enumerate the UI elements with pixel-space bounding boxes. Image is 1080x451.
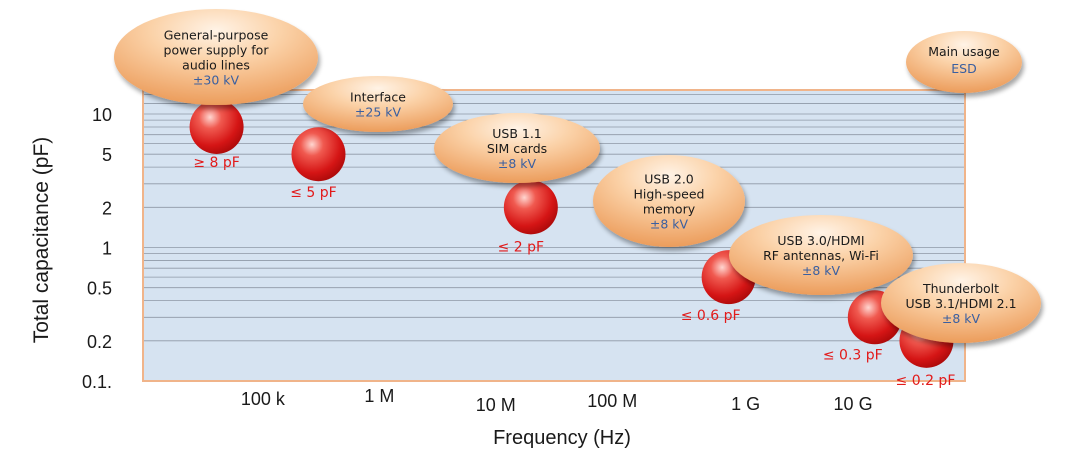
y-tick-label: 1 bbox=[102, 239, 112, 259]
usage-label: power supply for bbox=[164, 43, 270, 58]
usage-label: USB 3.0/HDMI bbox=[777, 233, 864, 248]
y-tick-label: 10 bbox=[92, 105, 112, 125]
y-tick-label: 5 bbox=[102, 145, 112, 165]
usage-callout bbox=[729, 215, 913, 295]
data-point-bubble bbox=[503, 180, 558, 235]
esd-rating: ±25 kV bbox=[355, 105, 402, 120]
y-tick-labels: 10 5 2 1 0.5 0.2 0.1. bbox=[82, 105, 112, 392]
esd-rating: ±30 kV bbox=[193, 73, 240, 88]
y-tick-label: 2 bbox=[102, 198, 112, 218]
capacitance-label: ≤ 0.3 pF bbox=[823, 347, 883, 363]
data-point-bubble bbox=[189, 99, 244, 154]
usage-label: memory bbox=[643, 202, 696, 217]
capacitance-label: ≤ 0.6 pF bbox=[681, 308, 741, 324]
usage-label: RF antennas, Wi-Fi bbox=[763, 248, 879, 263]
usage-label: USB 3.1/HDMI 2.1 bbox=[905, 296, 1016, 311]
capacitance-label: ≤ 5 pF bbox=[290, 185, 336, 201]
capacitance-label: ≥ 8 pF bbox=[193, 155, 239, 171]
usage-callout bbox=[114, 9, 318, 105]
esd-rating: ±8 kV bbox=[650, 217, 689, 232]
usage-label: audio lines bbox=[182, 58, 250, 73]
usage-label: SIM cards bbox=[487, 141, 547, 156]
y-tick-label: 0.1. bbox=[82, 372, 112, 392]
x-tick-labels: 100 k 1 M 10 M 100 M 1 G 10 G bbox=[241, 386, 873, 415]
legend-callout bbox=[906, 31, 1022, 93]
esd-rating: ±8 kV bbox=[802, 263, 841, 278]
y-axis-label: Total capacitance (pF) bbox=[30, 137, 53, 344]
capacitance-label: ≤ 0.2 pF bbox=[896, 373, 956, 389]
x-tick-label: 100 k bbox=[241, 389, 286, 409]
usage-label: Thunderbolt bbox=[922, 281, 999, 296]
x-tick-label: 1 M bbox=[364, 386, 394, 406]
usage-callout bbox=[303, 76, 453, 132]
legend-subtitle: ESD bbox=[951, 61, 976, 76]
x-axis-label: Frequency (Hz) bbox=[493, 427, 631, 449]
x-tick-label: 1 G bbox=[731, 394, 760, 414]
x-tick-label: 10 G bbox=[834, 394, 873, 414]
x-tick-label: 100 M bbox=[587, 391, 637, 411]
usage-label: General-purpose bbox=[164, 28, 269, 43]
usage-label: Interface bbox=[350, 90, 406, 105]
usage-label: USB 2.0 bbox=[644, 172, 694, 187]
esd-rating: ±8 kV bbox=[942, 311, 981, 326]
usage-callout bbox=[593, 155, 745, 247]
usage-label: USB 1.1 bbox=[492, 126, 542, 141]
y-tick-label: 0.5 bbox=[87, 279, 112, 299]
capacitance-label: ≤ 2 pF bbox=[498, 239, 544, 255]
usage-callout bbox=[881, 263, 1041, 343]
usage-callout bbox=[434, 113, 600, 183]
data-points: ≥ 8 pF ≤ 5 pF ≤ 2 pF ≤ 0.6 pF ≤ 0.3 pF ≤ 0.2 … bbox=[189, 99, 956, 389]
legend: Main usage ESD bbox=[906, 31, 1022, 93]
esd-rating: ±8 kV bbox=[498, 156, 537, 171]
data-point-bubble bbox=[291, 127, 346, 182]
x-tick-label: 10 M bbox=[476, 395, 516, 415]
legend-title: Main usage bbox=[928, 44, 1000, 59]
usage-label: High-speed bbox=[633, 187, 704, 202]
y-tick-label: 0.2 bbox=[87, 332, 112, 352]
